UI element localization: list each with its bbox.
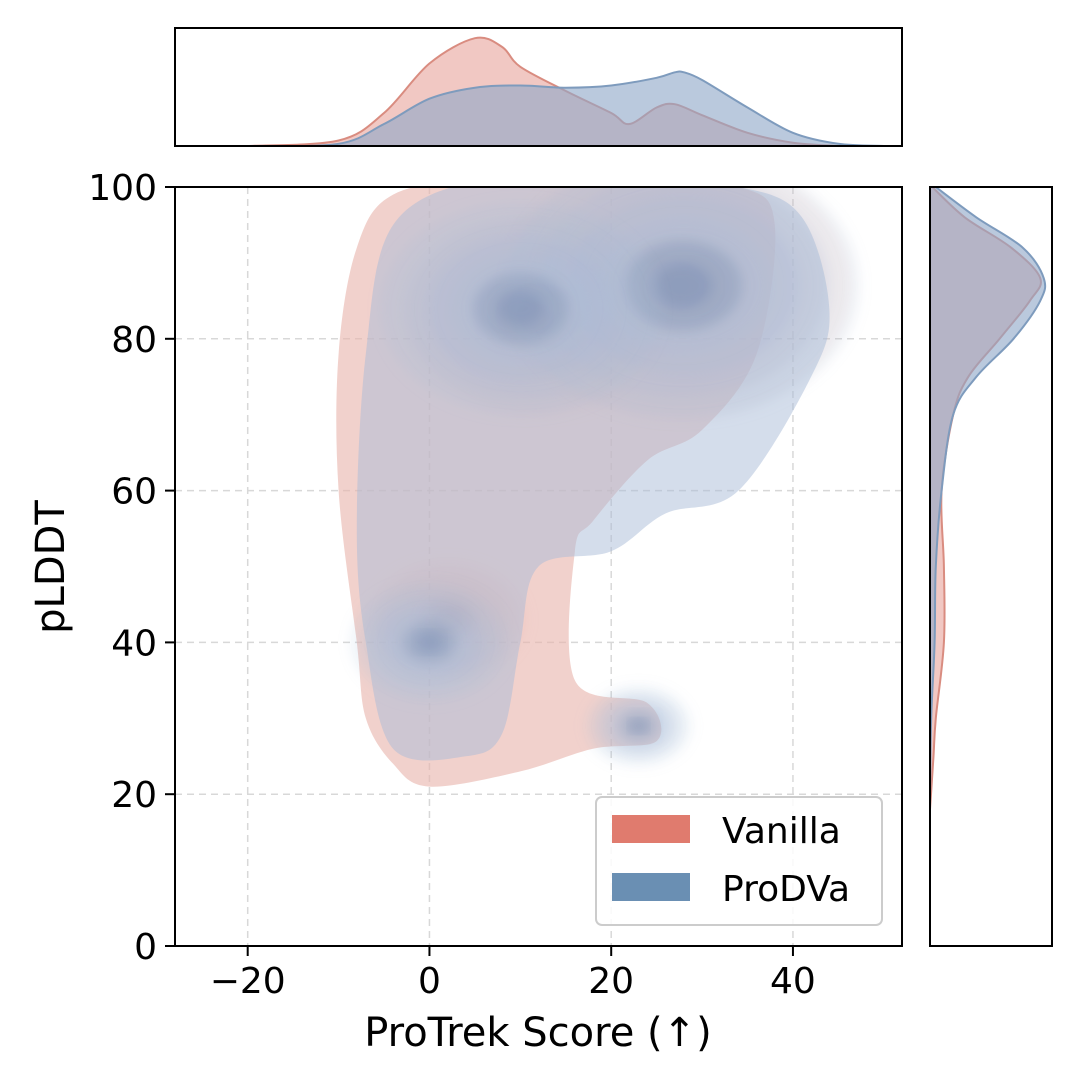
y-tick-label: 0 [134,927,157,968]
legend-swatch-prodva [612,873,690,901]
x-axis-ticks: −20 0 20 40 [210,946,816,1002]
x-tick-label: 0 [418,961,441,1002]
y-axis-ticks: 0 20 40 60 80 100 [88,168,175,968]
kde-contour-level [496,290,544,327]
x-tick-label: 40 [770,961,816,1002]
kde-contour-level [654,263,714,308]
legend-swatch-vanilla [612,815,690,843]
kde-series-prodva [350,187,860,766]
x-marginal-density [247,36,884,146]
y-tick-label: 80 [111,320,157,361]
top-marginal-frame [174,27,903,147]
legend: Vanilla ProDVa [595,796,883,926]
y-tick-label: 20 [111,775,157,816]
x-tick-label: 20 [588,961,634,1002]
legend-label-vanilla: Vanilla [722,811,841,852]
y-tick-label: 100 [88,168,157,209]
x-axis-label: ProTrek Score (↑) [364,1010,712,1056]
x-marginal-prodva [247,70,884,146]
right-marginal-frame [929,186,1053,947]
legend-label-prodva: ProDVa [722,869,850,910]
x-tick-label: −20 [210,961,286,1002]
y-marginal-density [930,187,1047,810]
y-marginal-prodva [930,187,1047,795]
kde-contour-level [416,632,443,653]
y-tick-label: 60 [111,472,157,513]
y-tick-label: 40 [111,623,157,664]
kde-contour-level [629,719,648,733]
joint-kde-area [336,187,860,787]
y-axis-label: pLDDT [28,500,74,634]
joint-plot-frame [174,186,903,947]
